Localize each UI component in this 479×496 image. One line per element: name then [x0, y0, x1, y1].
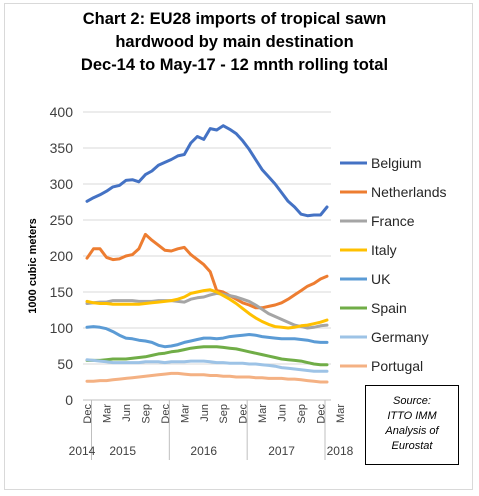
y-tick-label: 150	[50, 284, 74, 300]
y-tick-label: 300	[50, 176, 74, 192]
x-tick-label: Dec	[316, 404, 328, 424]
y-tick-label: 50	[57, 356, 73, 372]
series-line-france	[85, 291, 329, 330]
legend-label-germany: Germany	[371, 329, 429, 345]
y-tick-label: 400	[50, 104, 74, 120]
legend-label-italy: Italy	[371, 242, 397, 258]
source-line-3: Analysis of	[385, 425, 439, 437]
y-tick-label: 100	[50, 320, 74, 336]
x-tick-label: Jun	[199, 404, 211, 422]
x-tick-label: Sep	[140, 404, 152, 424]
x-tick-label: Mar	[101, 404, 113, 423]
y-tick-label: 0	[65, 392, 73, 408]
x-year-label: 2016	[190, 444, 217, 458]
chart-title: Chart 2: EU28 imports of tropical sawn h…	[0, 8, 469, 77]
series-line-uk	[85, 325, 329, 349]
x-year-label: 2017	[268, 444, 295, 458]
x-tick-label: Mar	[179, 404, 191, 423]
series-line-belgium	[85, 124, 329, 218]
chart-title-line-2: hardwood by main destination	[115, 33, 354, 51]
source-line-1: Source:	[393, 395, 431, 407]
legend-label-uk: UK	[371, 271, 391, 287]
x-year-label: 2015	[109, 444, 136, 458]
legend-label-portugal: Portugal	[371, 358, 423, 374]
x-tick-label: Dec	[160, 404, 172, 424]
legend-label-belgium: Belgium	[371, 155, 422, 171]
legend-label-netherlands: Netherlands	[371, 184, 447, 200]
y-tick-label: 250	[50, 212, 74, 228]
x-year-label: 2014	[69, 444, 96, 458]
series-line-netherlands	[85, 232, 329, 310]
chart-frame	[4, 3, 473, 490]
y-tick-label: 350	[50, 140, 74, 156]
chart-title-line-1: Chart 2: EU28 imports of tropical sawn	[82, 10, 387, 28]
x-year-label: 2018	[327, 444, 354, 458]
source-line-4: Eurostat	[391, 440, 433, 452]
source-box: Source: ITTO IMM Analysis of Eurostat	[365, 385, 459, 465]
series-line-germany	[85, 358, 329, 373]
x-tick-label: Jun	[277, 404, 289, 422]
legend-label-france: France	[371, 213, 415, 229]
y-axis-label: 1000 cubic meters	[27, 218, 39, 313]
x-tick-label: Sep	[218, 404, 230, 424]
series-line-italy	[85, 288, 329, 330]
source-line-2: ITTO IMM	[387, 410, 437, 422]
x-tick-label: Jun	[121, 404, 133, 422]
chart-title-line-3: Dec-14 to May-17 - 12 mnth rolling total	[80, 56, 389, 74]
x-tick-label: Dec	[238, 404, 250, 424]
series-line-spain	[85, 345, 329, 367]
x-tick-label: Sep	[296, 404, 308, 424]
legend-label-spain: Spain	[371, 300, 407, 316]
x-tick-label: Mar	[257, 404, 269, 423]
y-tick-label: 200	[50, 248, 74, 264]
series-line-portugal	[85, 371, 329, 384]
x-tick-label: Mar	[335, 404, 347, 423]
x-tick-label: Dec	[82, 404, 94, 424]
